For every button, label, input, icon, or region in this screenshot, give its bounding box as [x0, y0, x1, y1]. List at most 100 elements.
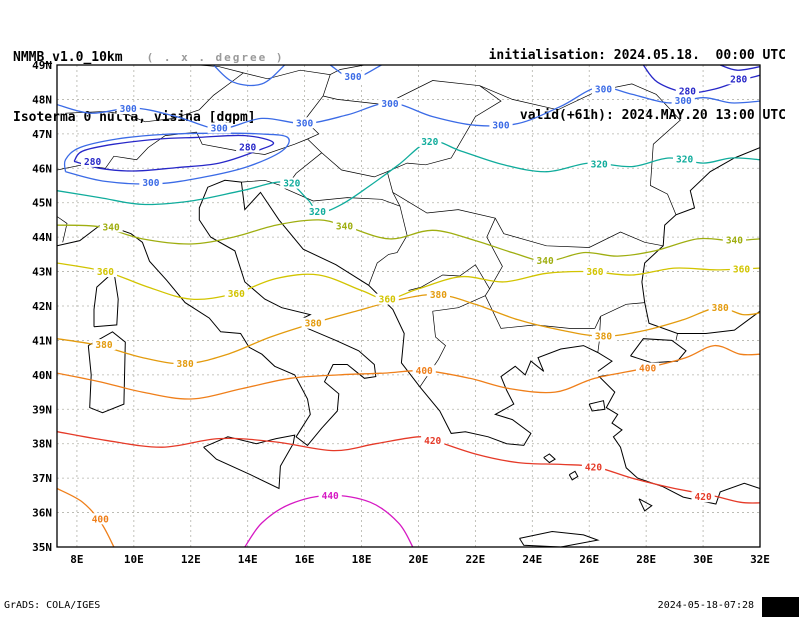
- valid-time: valid(+61h): 2024.MAY.20 13:00 UTC: [519, 108, 786, 123]
- contour-label-bg: [591, 83, 616, 95]
- contour-label-bg: [533, 255, 557, 267]
- coastline: [203, 434, 296, 490]
- contour-label-bg: [675, 85, 699, 97]
- contour-label-bg: [412, 365, 436, 377]
- contour-label-bg: [421, 434, 445, 446]
- contour-label-bg: [301, 317, 325, 329]
- contour-label: 300: [492, 120, 509, 131]
- basemap-layer: [57, 65, 760, 547]
- x-tick-label: 8E: [70, 553, 83, 566]
- contour-label-bg: [583, 266, 607, 278]
- contour-line-400: [57, 487, 115, 547]
- contour-label: 300: [344, 72, 361, 83]
- contour-label-bg: [139, 177, 163, 189]
- y-tick-label: 44N: [32, 231, 52, 244]
- country-border: [594, 316, 601, 353]
- contour-label: 340: [537, 256, 554, 267]
- contour-label: 280: [84, 157, 101, 168]
- country-border: [307, 80, 502, 178]
- model-title: NMMB_v1.0_10km: [13, 50, 123, 65]
- contour-label: 360: [586, 267, 603, 278]
- x-tick-label: 12E: [181, 553, 201, 566]
- coastline: [638, 498, 653, 512]
- contour-label-bg: [293, 117, 317, 129]
- coastline: [641, 147, 760, 334]
- contour-line-400: [57, 344, 760, 400]
- contour-label: 360: [379, 295, 396, 306]
- y-tick-label: 38N: [32, 438, 52, 451]
- contour-label-bg: [722, 234, 746, 246]
- grads-logo-box: [762, 597, 799, 617]
- contour-label-bg: [587, 158, 611, 170]
- resolution-note: ( . x . degree ): [146, 51, 285, 64]
- x-tick-label: 10E: [124, 553, 144, 566]
- header-line-1: NMMB_v1.0_10km ( . x . degree ): [13, 46, 285, 68]
- country-border: [57, 131, 308, 171]
- axis-labels: 8E 10E 12E 14E 16E 18E 20E 22E 24E 26E 28E 30E 32E 49…: [32, 59, 770, 566]
- country-border: [330, 65, 365, 75]
- country-border: [484, 218, 595, 329]
- contour-label-bg: [280, 177, 304, 189]
- contour-label: 360: [97, 267, 114, 278]
- coastline: [588, 400, 606, 412]
- contour-line-280: [719, 65, 760, 71]
- country-border: [281, 186, 401, 207]
- country-border: [408, 264, 490, 291]
- contour-label-bg: [673, 153, 697, 165]
- contour-label-bg: [691, 491, 715, 503]
- contour-label-bg: [581, 461, 606, 473]
- contour-label-bg: [173, 358, 197, 369]
- coastline: [93, 270, 119, 328]
- contour-label: 320: [676, 155, 693, 166]
- y-tick-label: 40N: [32, 369, 52, 382]
- x-tick-label: 14E: [238, 553, 258, 566]
- contour-label-bg: [426, 289, 450, 301]
- contour-label-bg: [727, 73, 751, 85]
- coastline: [519, 530, 600, 547]
- contour-label-bg: [236, 141, 260, 153]
- coastline: [568, 470, 579, 481]
- contour-label: 300: [120, 104, 137, 115]
- x-tick-label: 28E: [636, 553, 656, 566]
- country-border: [600, 302, 645, 317]
- contour-label: 340: [726, 235, 743, 246]
- y-tick-label: 49N: [32, 59, 52, 72]
- contour-label: 420: [585, 462, 602, 473]
- contour-line-360: [57, 262, 760, 301]
- grads-credit: GrADS: COLA/IGES: [4, 600, 101, 611]
- map-frame: [56, 64, 761, 548]
- contour-label: 280: [679, 86, 696, 97]
- contour-label: 300: [675, 96, 692, 107]
- coastline: [630, 338, 687, 364]
- contour-label: 320: [591, 160, 608, 171]
- contour-label-bg: [207, 122, 231, 134]
- y-tick-label: 46N: [32, 162, 52, 175]
- contour-line-280: [73, 134, 275, 172]
- contour-label-bg: [378, 98, 402, 110]
- x-tick-label: 24E: [522, 553, 542, 566]
- contour-label: 340: [336, 221, 353, 232]
- contour-label: 380: [430, 290, 447, 301]
- init-time: initialisation: 2024.05.18. 00:00 UTC: [488, 48, 786, 63]
- x-tick-label: 18E: [352, 553, 372, 566]
- contour-line-380: [57, 293, 760, 365]
- contour-label: 440: [322, 491, 339, 502]
- contour-label-bg: [99, 221, 123, 233]
- coastline: [57, 179, 377, 447]
- coastline: [240, 182, 613, 446]
- y-tick-label: 35N: [32, 541, 52, 554]
- y-tick-label: 39N: [32, 403, 52, 416]
- contour-label: 320: [421, 137, 438, 148]
- contour-label: 420: [424, 436, 441, 447]
- contour-label-bg: [305, 205, 329, 217]
- contour-label: 380: [95, 340, 112, 351]
- contour-label: 300: [142, 178, 159, 189]
- contour-label: 400: [92, 514, 109, 525]
- contour-label-bg: [418, 135, 442, 147]
- contour-line-300: [57, 86, 760, 130]
- contour-label: 380: [177, 359, 194, 370]
- country-border: [675, 333, 678, 341]
- y-tick-label: 45N: [32, 197, 52, 210]
